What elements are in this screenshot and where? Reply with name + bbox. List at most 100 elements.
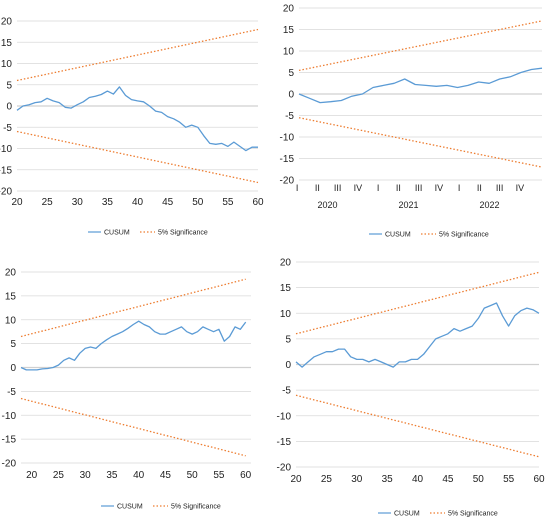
- y-tick-label: 15: [5, 291, 17, 302]
- significance-upper-line: [20, 278, 246, 338]
- y-tick-label: -15: [277, 437, 292, 448]
- x-tick-label: II: [396, 183, 401, 193]
- y-tick-label: -5: [3, 123, 12, 134]
- y-tick-label: 0: [288, 90, 294, 101]
- y-tick-label: 20: [5, 268, 17, 279]
- x-tick-label: II: [315, 183, 320, 193]
- x-tick-label: IV: [435, 183, 444, 193]
- significance-upper-line: [298, 20, 543, 72]
- cusum-line: [20, 320, 247, 371]
- y-tick-label: -10: [0, 144, 12, 155]
- legend-cusum-label: CUSUM: [394, 511, 420, 518]
- x-group-label: 2022: [479, 200, 499, 210]
- significance-upper-line: [295, 271, 540, 335]
- y-tick-label: -20: [280, 176, 295, 187]
- y-tick-label: 0: [6, 102, 12, 113]
- legend-cusum-label: CUSUM: [385, 232, 411, 239]
- x-tick-label: 35: [102, 197, 114, 208]
- x-tick-label: III: [496, 183, 504, 193]
- y-tick-label: 10: [283, 47, 295, 58]
- y-tick-label: 15: [283, 25, 295, 36]
- x-tick-label: 20: [26, 470, 38, 481]
- y-tick-label: 5: [285, 334, 291, 345]
- x-tick-label: 35: [106, 470, 118, 481]
- x-tick-label: 50: [187, 470, 199, 481]
- x-tick-label: 35: [382, 474, 394, 485]
- significance-lower-line: [298, 117, 543, 168]
- y-tick-label: -10: [277, 411, 292, 422]
- chart-panel-bottom-right: -20 -15 -10 -5 0 5 10 15 20 20 25 30 35 40 45 50 55 60 CUS…: [277, 258, 545, 518]
- x-tick-label: III: [334, 183, 342, 193]
- x-tick-label: 30: [80, 470, 92, 481]
- x-tick-label: 20: [290, 474, 302, 485]
- y-tick-label: 10: [5, 315, 17, 326]
- y-tick-label: 15: [1, 38, 13, 49]
- x-tick-label: I: [296, 183, 299, 193]
- legend-cusum-label: CUSUM: [117, 504, 143, 511]
- chart-panel-top-left: -20 -15 -10 -5 0 5 10 15 20 20 25 30 35 40 45 50 55 60 CUS…: [0, 17, 264, 237]
- legend-significance-label: 5% Significance: [448, 511, 498, 518]
- legend-cusum-label: CUSUM: [104, 230, 130, 237]
- y-tick-label: -5: [7, 387, 16, 398]
- x-tick-label: 25: [42, 197, 54, 208]
- x-tick-label: 50: [192, 197, 204, 208]
- x-tick-label: IV: [516, 183, 525, 193]
- x-tick-label: 30: [72, 197, 84, 208]
- x-tick-label: 45: [442, 474, 454, 485]
- x-tick-label: 60: [240, 470, 252, 481]
- x-tick-label: 40: [412, 474, 424, 485]
- y-tick-label: 20: [283, 4, 295, 15]
- y-tick-label: 0: [285, 360, 291, 371]
- x-tick-label: I: [458, 183, 461, 193]
- y-tick-label: -15: [280, 154, 295, 165]
- x-tick-label: I: [377, 183, 380, 193]
- x-tick-label: 55: [213, 470, 225, 481]
- x-tick-label: II: [477, 183, 482, 193]
- y-tick-label: -10: [2, 411, 17, 422]
- y-tick-label: 0: [10, 363, 16, 374]
- x-group-label: 2020: [317, 200, 337, 210]
- legend-significance-label: 5% Significance: [171, 504, 221, 511]
- y-tick-label: 15: [280, 283, 292, 294]
- x-tick-label: 40: [132, 197, 144, 208]
- y-tick-label: -15: [2, 435, 17, 446]
- significance-lower-line: [295, 394, 540, 458]
- x-tick-label: 45: [160, 470, 172, 481]
- y-tick-label: -20: [2, 459, 17, 470]
- x-tick-label: 55: [503, 474, 515, 485]
- significance-lower-line: [16, 130, 259, 184]
- x-tick-label: 20: [11, 197, 23, 208]
- y-tick-label: 10: [1, 59, 13, 70]
- x-tick-label: 60: [533, 474, 545, 485]
- y-tick-label: 10: [280, 309, 292, 320]
- x-tick-label: 45: [162, 197, 174, 208]
- x-group-label: 2021: [398, 200, 418, 210]
- significance-upper-line: [16, 28, 259, 82]
- y-tick-label: -10: [280, 133, 295, 144]
- cusum-line: [295, 302, 540, 368]
- y-tick-label: -20: [277, 463, 292, 474]
- x-tick-label: 55: [222, 197, 234, 208]
- x-tick-label: 25: [53, 470, 65, 481]
- legend-significance-label: 5% Significance: [158, 230, 208, 237]
- y-tick-label: 20: [280, 258, 292, 269]
- x-tick-label: 40: [133, 470, 145, 481]
- y-tick-label: -5: [282, 386, 291, 397]
- x-tick-label: 25: [321, 474, 333, 485]
- y-tick-label: 5: [6, 80, 12, 91]
- y-tick-label: 5: [10, 339, 16, 350]
- y-tick-label: 20: [1, 17, 13, 28]
- legend-significance-label: 5% Significance: [439, 232, 489, 239]
- x-tick-label: IV: [354, 183, 363, 193]
- x-tick-label: III: [415, 183, 423, 193]
- x-tick-label: 50: [473, 474, 485, 485]
- y-tick-label: -20: [0, 187, 12, 198]
- significance-lower-line: [20, 397, 246, 457]
- chart-panel-bottom-left: -20 -15 -10 -5 0 5 10 15 20 20 25 30 35 40 45 50 55 60 CUS…: [2, 268, 252, 511]
- x-tick-label: 30: [351, 474, 363, 485]
- cusum-line: [298, 67, 543, 104]
- y-tick-label: 5: [288, 68, 294, 79]
- y-tick-label: -5: [285, 111, 294, 122]
